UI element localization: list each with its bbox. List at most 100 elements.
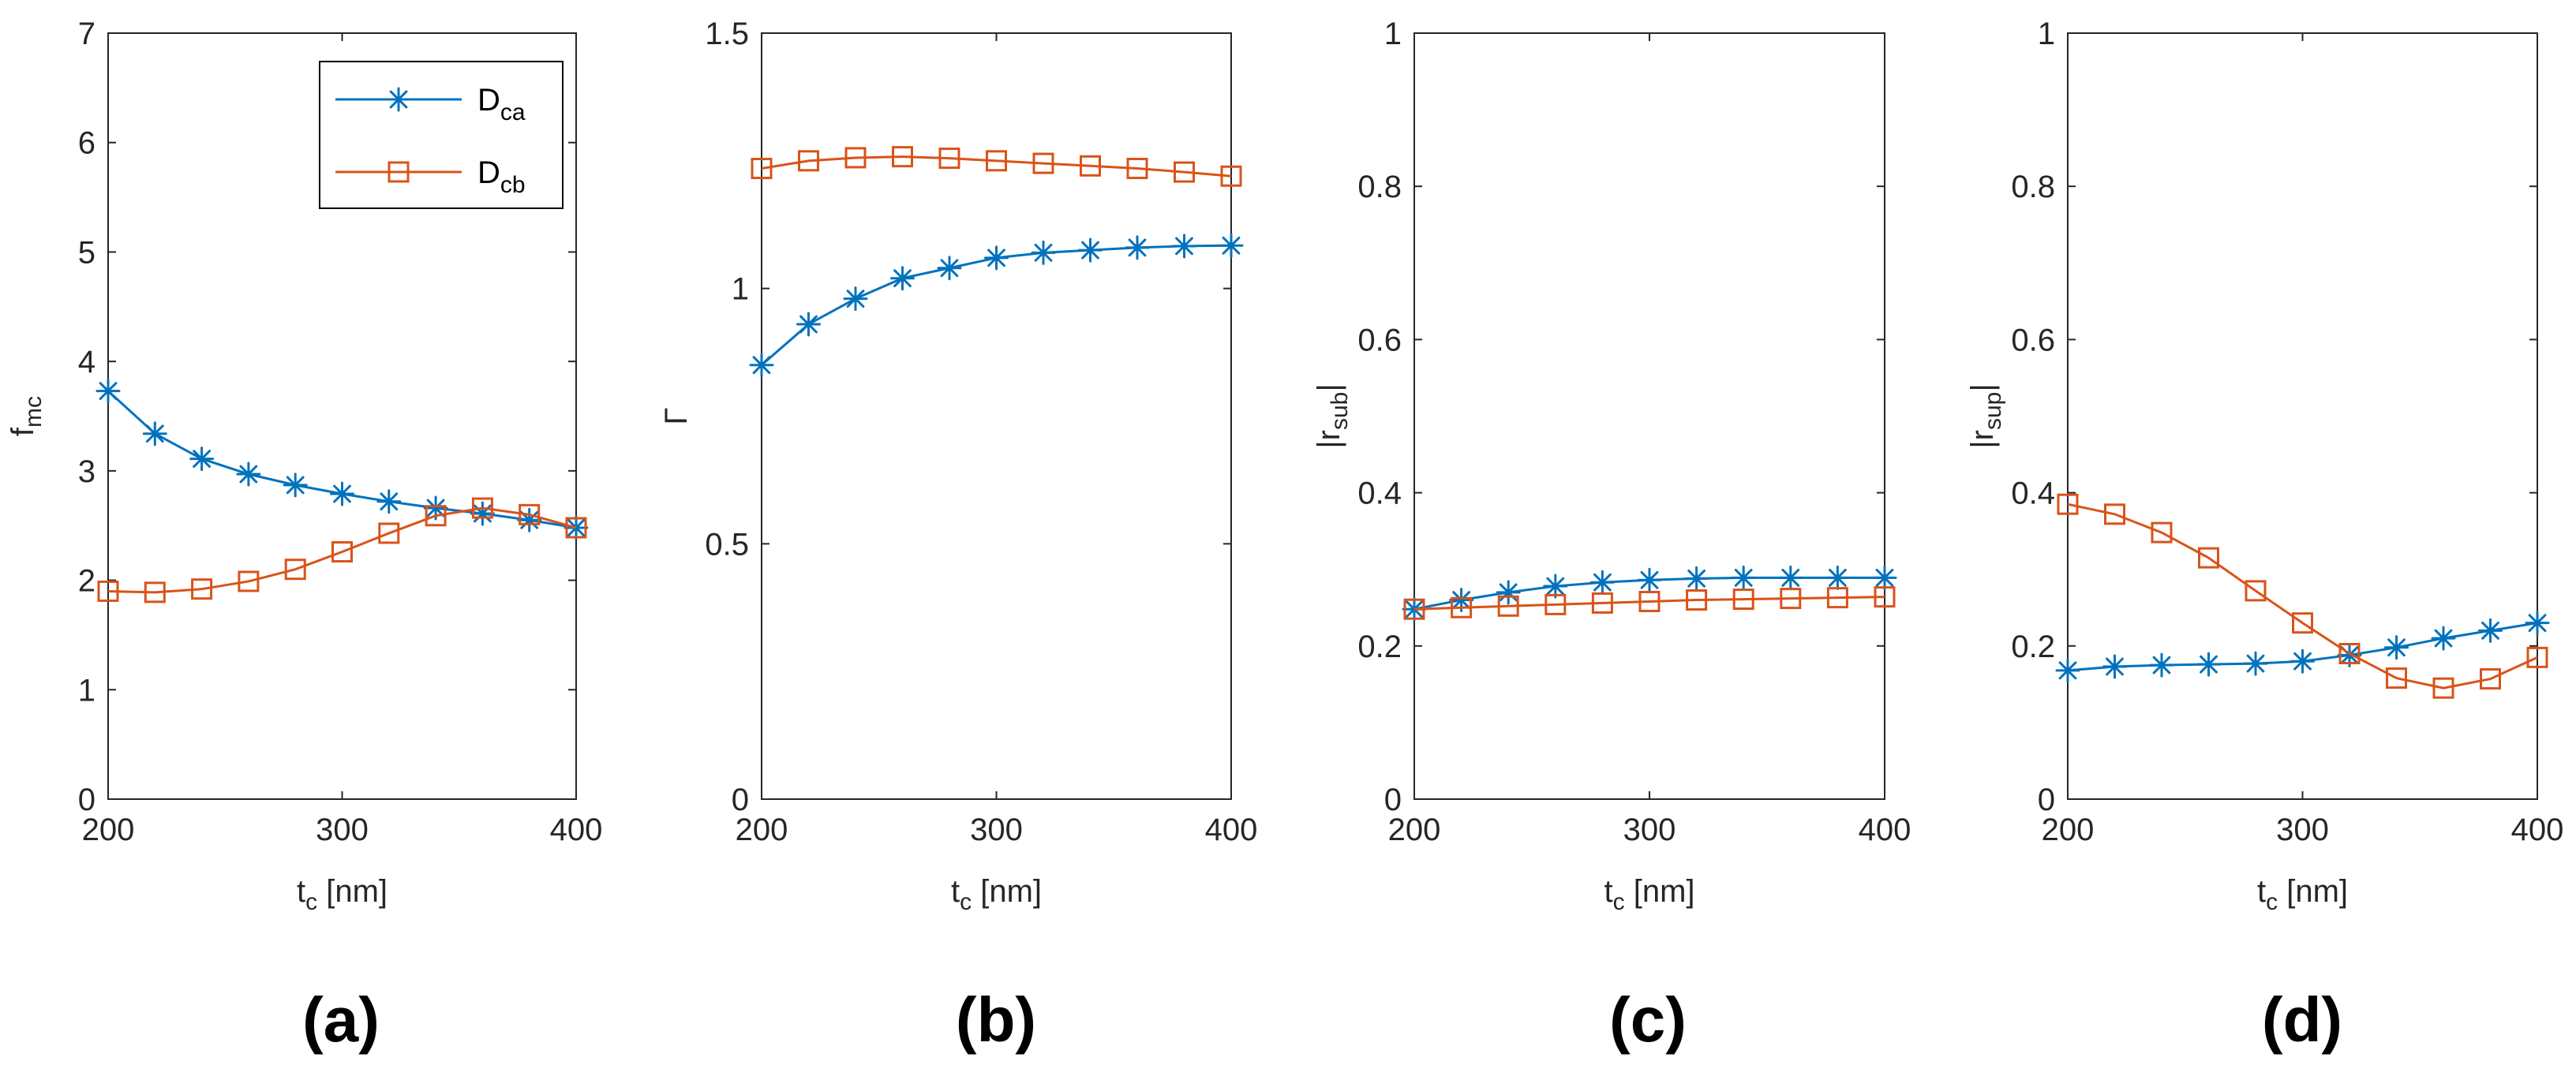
series-d-ca	[749, 233, 1244, 378]
y-tick-label: 0	[732, 783, 749, 817]
asterisk-stroke	[1875, 568, 1894, 587]
asterisk-stroke	[1687, 569, 1705, 588]
y-tick-label: 7	[78, 17, 95, 51]
data-point-asterisk	[189, 447, 215, 472]
plot-area	[1414, 33, 1885, 799]
x-tick-label: 400	[1205, 813, 1258, 847]
x-axis-label-subscript: c	[2266, 889, 2278, 915]
data-point-asterisk	[1589, 570, 1615, 595]
asterisk-stroke	[2152, 656, 2171, 674]
data-point-square	[938, 148, 960, 170]
legend-label-subscript: cb	[500, 172, 526, 198]
asterisk-stroke	[752, 356, 771, 375]
data-point-asterisk	[236, 462, 261, 487]
y-tick-label: 0.4	[2011, 476, 2055, 511]
x-axis-label-unit: [nm]	[317, 874, 388, 909]
asterisk-stroke	[1175, 237, 1193, 256]
legend-entry-d-cb: Dcb	[335, 155, 526, 198]
data-point-square	[2292, 612, 2313, 634]
data-point-square	[378, 522, 400, 544]
data-point-square	[1638, 590, 1661, 612]
y-tick-label: 0.4	[1357, 476, 1402, 511]
series-line	[2067, 503, 2538, 689]
series-line	[761, 155, 1232, 178]
asterisk-stroke	[1829, 568, 1847, 587]
x-tick-label: 400	[550, 813, 603, 847]
data-point-asterisk	[1778, 565, 1803, 590]
x-tick-label: 300	[2276, 813, 2329, 847]
series-line	[1413, 596, 1885, 611]
data-point-square	[1080, 155, 1101, 177]
data-point-asterisk	[2478, 618, 2503, 643]
data-point-square	[2057, 493, 2079, 515]
data-point-square	[331, 541, 353, 563]
data-point-square	[751, 158, 773, 180]
series-d-cb	[97, 497, 587, 604]
x-tick-label: 300	[1623, 813, 1676, 847]
data-point-asterisk	[470, 501, 495, 526]
data-point-square	[1826, 587, 1848, 609]
data-point-square	[2104, 503, 2125, 525]
asterisk-stroke	[846, 290, 865, 308]
y-tick-label: 0.2	[2011, 630, 2055, 664]
asterisk-stroke	[1734, 568, 1753, 587]
data-point-asterisk	[796, 312, 821, 337]
data-point-asterisk	[984, 245, 1009, 271]
panel-caption: (c)	[1609, 985, 1687, 1055]
y-tick-label: 0.6	[2011, 323, 2055, 357]
data-point-asterisk	[283, 473, 308, 498]
x-axis-label: tc [nm]	[297, 874, 388, 915]
data-point-square	[191, 578, 213, 600]
y-axis-label-subscript: sub	[1327, 392, 1353, 430]
asterisk-stroke	[193, 450, 211, 468]
data-point-square	[798, 150, 819, 172]
data-point-square	[2245, 580, 2267, 602]
data-point-square	[2198, 547, 2219, 569]
data-point-square	[2480, 668, 2501, 690]
asterisk-stroke	[1593, 573, 1612, 592]
asterisk-stroke	[2246, 654, 2265, 673]
series-d-ca	[95, 379, 589, 540]
x-axis-label: tc [nm]	[1604, 874, 1694, 915]
asterisk-stroke	[2481, 621, 2499, 640]
asterisk-stroke	[426, 499, 445, 518]
data-point-asterisk	[376, 489, 402, 514]
x-axis-label-base: t	[297, 874, 305, 909]
legend-label: Dcb	[477, 155, 526, 198]
asterisk-stroke	[1128, 238, 1147, 257]
legend-entry-d-ca: Dca	[335, 83, 526, 125]
asterisk-stroke	[239, 465, 258, 484]
y-tick-label: 1	[78, 673, 95, 708]
asterisk-stroke	[1640, 570, 1659, 589]
data-point-square	[284, 559, 306, 581]
series-line	[107, 506, 577, 594]
y-axis-label-subscript: sup	[1980, 392, 2006, 430]
asterisk-stroke	[2200, 655, 2218, 674]
x-axis-label-unit: [nm]	[1625, 874, 1695, 909]
x-tick-label: 300	[316, 813, 369, 847]
data-point-square	[1591, 592, 1613, 614]
data-point-square	[388, 161, 410, 183]
data-point-asterisk	[2196, 652, 2221, 677]
asterisk-stroke	[2387, 638, 2406, 657]
legend-label: Dca	[477, 83, 526, 125]
asterisk-stroke	[1452, 591, 1470, 609]
asterisk-stroke	[2528, 614, 2547, 633]
data-point-square	[144, 581, 166, 604]
y-tick-label: 0	[2038, 783, 2055, 817]
x-axis-label-base: t	[2257, 874, 2266, 909]
panel-b: 200 300 400 0 0.5 1 1.5 tc [nm] Γ (b)	[659, 17, 1257, 1055]
y-tick-label: 0.8	[2011, 170, 2055, 204]
y-tick-label: 1	[732, 272, 749, 307]
data-point-asterisk	[2290, 648, 2315, 674]
data-point-asterisk	[1637, 567, 1662, 592]
data-point-square	[1220, 165, 1242, 187]
x-tick-label: 200	[82, 813, 135, 847]
asterisk-stroke	[1781, 568, 1800, 587]
asterisk-stroke	[145, 424, 164, 443]
axes-box	[2067, 32, 2538, 800]
y-axis-label: |rsub|	[1312, 383, 1353, 448]
asterisk-stroke	[2058, 661, 2077, 680]
data-point-asterisk	[890, 266, 915, 291]
